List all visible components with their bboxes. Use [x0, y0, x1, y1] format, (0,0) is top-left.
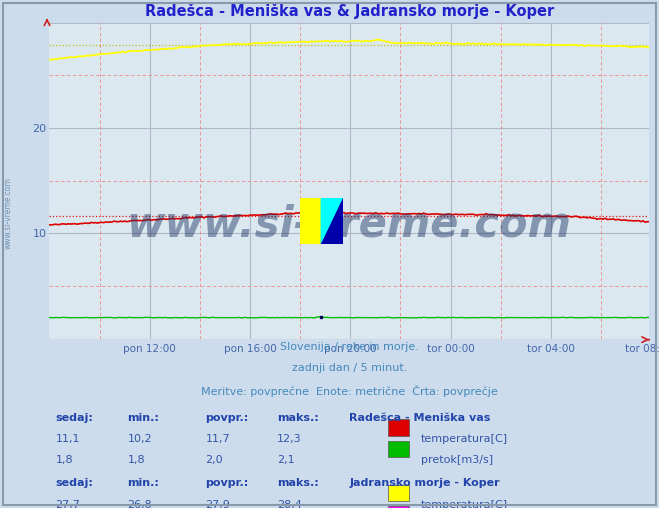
Text: 1,8: 1,8 — [55, 455, 73, 465]
Text: www.si-vreme.com: www.si-vreme.com — [3, 177, 13, 249]
Polygon shape — [300, 198, 322, 244]
Text: sedaj:: sedaj: — [55, 479, 94, 488]
Text: 2,0: 2,0 — [206, 455, 223, 465]
Text: Jadransko morje - Koper: Jadransko morje - Koper — [349, 479, 500, 488]
FancyBboxPatch shape — [388, 419, 409, 435]
Text: min.:: min.: — [127, 479, 159, 488]
FancyBboxPatch shape — [388, 440, 409, 457]
Text: maks.:: maks.: — [277, 412, 319, 423]
Polygon shape — [300, 198, 322, 244]
Text: sedaj:: sedaj: — [55, 412, 94, 423]
Text: maks.:: maks.: — [277, 479, 319, 488]
Text: 26,8: 26,8 — [127, 500, 152, 508]
FancyBboxPatch shape — [388, 506, 409, 508]
Polygon shape — [322, 221, 343, 244]
Text: Meritve: povprečne  Enote: metrične  Črta: povprečje: Meritve: povprečne Enote: metrične Črta:… — [201, 385, 498, 397]
Text: min.:: min.: — [127, 412, 159, 423]
Polygon shape — [322, 198, 343, 244]
Text: zadnji dan / 5 minut.: zadnji dan / 5 minut. — [291, 363, 407, 373]
Title: Radešca - Meniška vas & Jadransko morje - Koper: Radešca - Meniška vas & Jadransko morje … — [144, 3, 554, 19]
Text: Radešca - Meniška vas: Radešca - Meniška vas — [349, 412, 491, 423]
Polygon shape — [322, 198, 343, 244]
Text: temperatura[C]: temperatura[C] — [421, 434, 508, 444]
Text: 11,7: 11,7 — [206, 434, 230, 444]
Text: 2,1: 2,1 — [277, 455, 295, 465]
Text: 12,3: 12,3 — [277, 434, 302, 444]
Text: 10,2: 10,2 — [127, 434, 152, 444]
Text: 28,4: 28,4 — [277, 500, 302, 508]
Text: 27,9: 27,9 — [206, 500, 230, 508]
Text: pretok[m3/s]: pretok[m3/s] — [421, 455, 494, 465]
Text: povpr.:: povpr.: — [206, 479, 248, 488]
Text: 11,1: 11,1 — [55, 434, 80, 444]
Text: www.si-vreme.com: www.si-vreme.com — [127, 204, 572, 246]
Text: temperatura[C]: temperatura[C] — [421, 500, 508, 508]
Text: Slovenija / reke in morje.: Slovenija / reke in morje. — [280, 342, 418, 352]
Text: 27,7: 27,7 — [55, 500, 80, 508]
Text: 1,8: 1,8 — [127, 455, 145, 465]
FancyBboxPatch shape — [388, 485, 409, 501]
Polygon shape — [322, 221, 343, 244]
Text: povpr.:: povpr.: — [206, 412, 248, 423]
